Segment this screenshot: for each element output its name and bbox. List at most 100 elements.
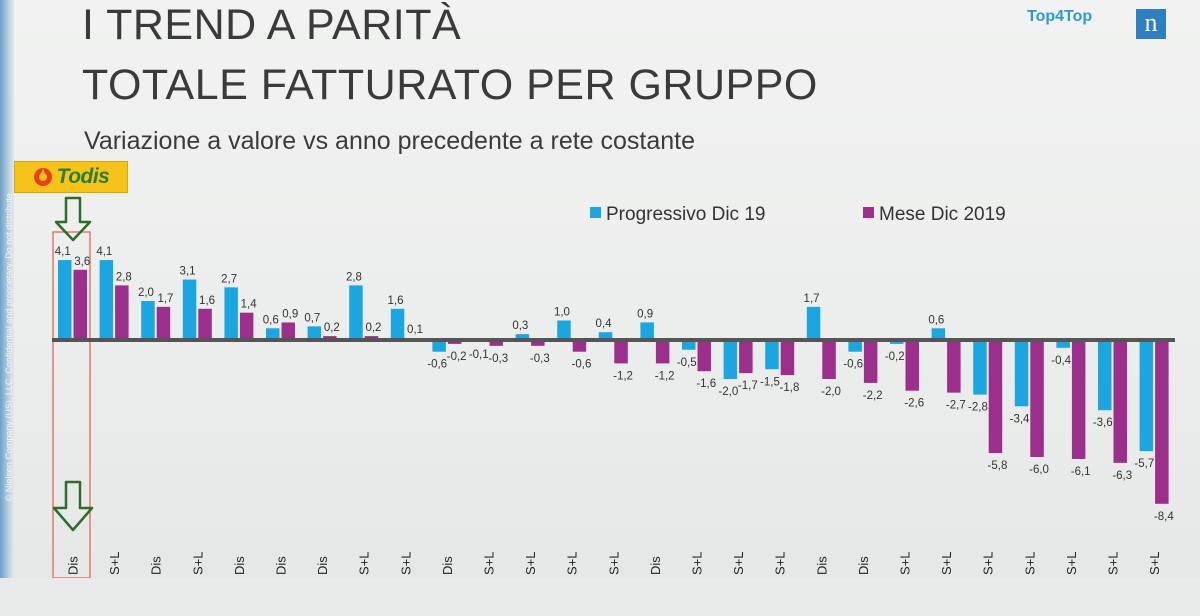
category-label-17: S+L [773,552,788,576]
slide-left-edge [0,0,14,578]
category-label-24: S+L [1064,552,1079,576]
progressivo-bar-7 [349,285,363,340]
mese-value-label-22: -5,8 [988,460,1008,472]
mese-bar-16 [739,340,753,374]
mese-value-label-24: -6,1 [1071,466,1091,478]
category-label-15: S+L [690,552,705,576]
mese-value-label-21: -2,7 [946,400,966,412]
progressivo-bar-19 [848,340,862,352]
page-title-line2: TOTALE FATTURATO PER GRUPPO [82,61,818,109]
mese-value-label-7: 0,2 [365,322,381,334]
down-arrow-icon-top [54,196,92,242]
mese-bar-26 [1155,340,1169,504]
page-title-line1: I TREND A PARITÀ [82,1,462,49]
progressivo-bar-4 [224,287,238,340]
bars-group [58,260,1169,504]
progressivo-value-label-11: 0,3 [512,320,528,332]
mese-bar-12 [572,340,587,352]
mese-value-label-3: 1,6 [199,295,215,307]
mese-bar-2 [156,306,171,340]
mese-value-label-19: -2,2 [863,390,883,402]
progressivo-value-label-8: 1,6 [388,295,404,307]
flower-icon [33,167,53,187]
mese-bar-3 [198,308,212,340]
mese-bar-19 [863,340,878,383]
progressivo-bar-6 [307,326,322,340]
mese-bar-21 [947,340,961,393]
progressivo-bar-15 [682,340,696,350]
progressivo-value-label-3: 3,1 [180,266,196,278]
mese-value-label-23: -6,0 [1029,464,1049,476]
category-label-14: Dis [648,556,663,575]
progressivo-value-label-20: -0,2 [885,351,905,363]
legend-swatch-progressivo [590,207,601,218]
value-labels-group: 4,13,64,12,82,0 1,73,11,62,71,40,6 0,9 0,70… [55,246,1175,523]
progressivo-bar-3 [182,279,197,340]
mese-value-label-26: -8,4 [1154,511,1174,523]
category-label-0: Dis [66,556,81,575]
progressivo-bar-23 [1014,340,1029,407]
mese-value-label-6: 0,2 [324,322,340,334]
progressivo-value-label-15: -0,5 [677,357,697,369]
chart-legend: Progressivo Dic 19 Mese Dic 2019 [590,204,1006,225]
progressivo-value-label-5: 0,6 [263,314,279,326]
mese-value-label-0: 3,6 [74,256,90,268]
mese-bar-13 [614,340,628,364]
progressivo-bar-25 [1098,340,1112,411]
mese-value-label-18: -2,0 [821,386,841,398]
brand-top4top: Top4Top [1027,8,1093,25]
category-label-13: S+L [606,552,621,576]
mese-value-label-5: 0,9 [282,308,298,320]
mese-value-label-16: -1,7 [738,380,758,392]
progressivo-value-label-4: 2,7 [221,273,237,285]
progressivo-bar-22 [973,340,987,395]
category-label-2: Dis [149,556,164,575]
mese-value-label-14: -1,2 [655,370,675,382]
progressivo-value-label-18: 1,7 [804,293,820,305]
mese-value-label-13: -1,2 [613,370,633,382]
progressivo-value-label-9: -0,6 [427,359,447,371]
progressivo-value-label-0: 4,1 [55,246,71,258]
category-labels-group: Dis S+L Dis S+L Dis Dis Dis S+L S+L Dis S+L S+L S+L S… [66,552,1163,576]
category-label-5: Dis [274,556,289,575]
progressivo-value-label-25: -3,6 [1093,417,1113,429]
progressivo-bar-9 [432,340,446,352]
bar-chart: Progressivo Dic 19 Mese Dic 2019 4,13,64… [52,196,1175,578]
mese-value-label-17: -1,8 [780,382,800,394]
mese-value-label-10: -0,3 [488,353,508,365]
mese-bar-17 [780,340,795,376]
category-label-9: Dis [440,556,455,575]
todis-logo-text: Todis [56,165,110,188]
mese-bar-10 [489,340,503,346]
progressivo-bar-16 [723,340,738,379]
mese-value-label-12: -0,6 [572,359,592,371]
progressivo-value-label-14: 0,9 [637,308,653,320]
mese-bar-11 [531,340,545,346]
progressivo-bar-12 [557,320,571,340]
progressivo-value-label-12: 1,0 [554,307,570,319]
progressivo-value-label-22: -2,8 [968,402,988,414]
progressivo-value-label-23: -3,4 [1010,413,1030,425]
progressivo-bar-8 [390,308,405,340]
category-label-1: S+L [107,552,122,576]
mese-bar-0 [73,269,87,340]
legend-swatch-mese [863,207,874,218]
progressivo-value-label-17: -1,5 [760,376,780,388]
progressivo-bar-21 [931,328,946,340]
category-label-6: Dis [315,556,330,575]
category-label-16: S+L [731,552,746,576]
progressivo-bar-11 [515,334,530,340]
todis-logo: Todis [14,161,128,193]
category-label-3: S+L [190,552,205,576]
progressivo-bar-17 [765,340,779,370]
progressivo-bar-2 [141,301,155,340]
progressivo-value-label-16: -2,0 [718,386,738,398]
progressivo-value-label-7: 2,8 [346,271,362,283]
progressivo-bar-24 [1056,340,1070,348]
category-label-23: S+L [1022,552,1037,576]
mese-bar-14 [655,340,670,364]
progressivo-bar-26 [1139,340,1154,452]
progressivo-bar-5 [266,328,280,340]
progressivo-value-label-21: 0,6 [928,314,944,326]
progressivo-bar-0 [58,260,72,340]
